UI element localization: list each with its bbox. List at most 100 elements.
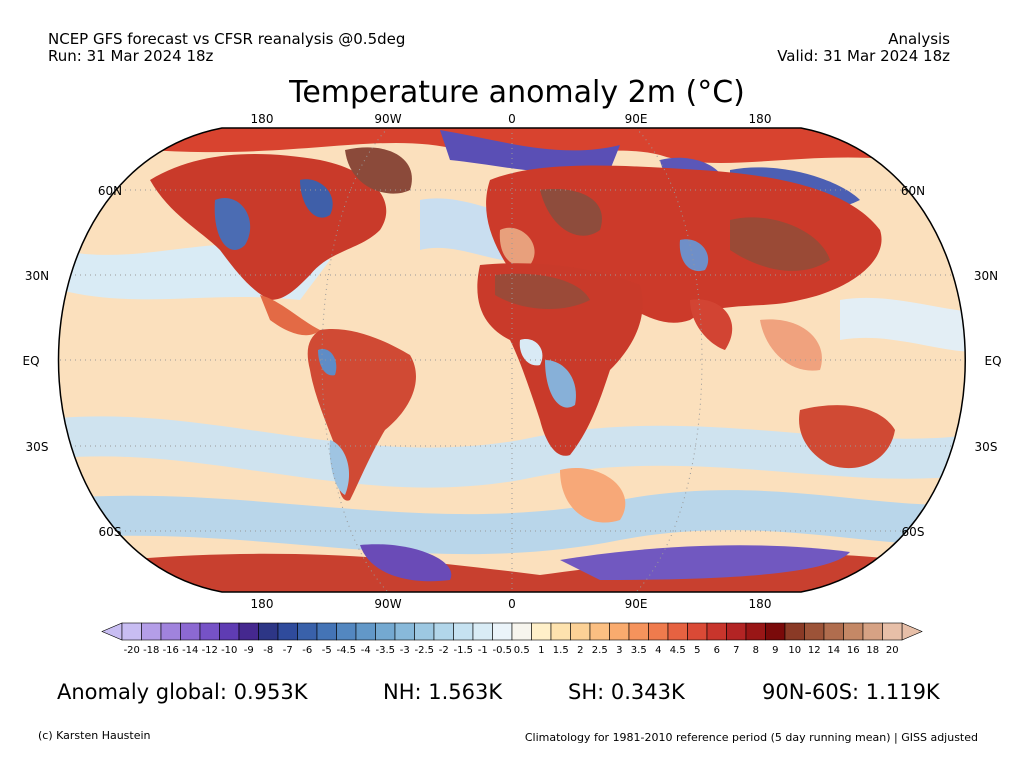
colorbar-swatch	[277, 622, 298, 641]
colorbar-tick-label: 14	[827, 645, 840, 656]
colorbar-tick-label: 16	[847, 645, 860, 656]
map-title: Temperature anomaly 2m (°C)	[289, 75, 745, 110]
colorbar-tick-label: -1	[478, 645, 488, 656]
copyright-label: (c) Karsten Haustein	[38, 729, 151, 742]
lon-label-180b-bottom: 180	[749, 597, 772, 611]
model-info-line1: NCEP GFS forecast vs CFSR reanalysis @0.…	[48, 30, 406, 48]
colorbar-tick-label: 6	[714, 645, 720, 656]
colorbar-swatch	[765, 622, 786, 641]
colorbar-tick-label: 4.5	[670, 645, 686, 656]
colorbar-tick-label: 1.5	[553, 645, 569, 656]
colorbar-swatch	[375, 622, 396, 641]
colorbar-swatch	[336, 622, 357, 641]
colorbar-swatch	[531, 622, 552, 641]
colorbar-swatch	[453, 622, 474, 641]
colorbar-tick-label: -5	[322, 645, 332, 656]
lat-label-eq-left: EQ	[22, 354, 39, 368]
lat-label-30n-left: 30N	[25, 269, 49, 283]
colorbar-tick-label: -0.5	[492, 645, 512, 656]
colorbar-swatch	[706, 622, 727, 641]
colorbar-tick-label: -2.5	[414, 645, 434, 656]
lat-label-30n-right: 30N	[974, 269, 998, 283]
colorbar-swatch	[394, 622, 415, 641]
lon-label-90e-top: 90E	[625, 112, 648, 126]
colorbar-arrow-right	[901, 622, 923, 641]
colorbar-swatch	[882, 622, 903, 641]
lon-label-90w-top: 90W	[374, 112, 401, 126]
lat-label-60s-right: 60S	[902, 525, 925, 539]
colorbar-swatch	[804, 622, 825, 641]
colorbar-tick-label: -20	[124, 645, 140, 656]
colorbar-swatch	[823, 622, 844, 641]
colorbar: -20 -18 -16 -14 -12 -10 -9 -8 -7 -6 -5 -4.5 -4 -3.5 -3…	[101, 622, 923, 656]
colorbar-tick-label: 5	[694, 645, 700, 656]
colorbar-swatch	[433, 622, 454, 641]
lon-label-180-top: 180	[251, 112, 274, 126]
colorbar-swatch	[219, 622, 240, 641]
colorbar-tick-label: 12	[808, 645, 821, 656]
run-time-label: Run: 31 Mar 2024 18z	[48, 47, 214, 65]
colorbar-tick-label: -8	[263, 645, 273, 656]
colorbar-swatch	[414, 622, 435, 641]
colorbar-tick-label: 20	[886, 645, 899, 656]
colorbar-tick-label: 2.5	[592, 645, 608, 656]
colorbar-swatch	[745, 622, 766, 641]
colorbar-swatch	[843, 622, 864, 641]
nh-stat: NH: 1.563K	[383, 680, 503, 704]
colorbar-swatch	[492, 622, 513, 641]
colorbar-tick-label: -9	[244, 645, 254, 656]
analysis-label: Analysis	[888, 30, 950, 48]
colorbar-swatch	[297, 622, 318, 641]
colorbar-tick-label: -4.5	[336, 645, 356, 656]
colorbar-swatch	[238, 622, 259, 641]
colorbar-tick-label: 7	[733, 645, 739, 656]
lat-label-60n-left: 60N	[98, 184, 122, 198]
colorbar-tick-label: -12	[202, 645, 218, 656]
colorbar-swatch	[570, 622, 591, 641]
colorbar-tick-label: 10	[788, 645, 801, 656]
lat-label-30s-left: 30S	[26, 440, 49, 454]
colorbar-tick-label: 18	[866, 645, 879, 656]
colorbar-swatch	[316, 622, 337, 641]
colorbar-tick-label: 9	[772, 645, 778, 656]
lon-label-0-top: 0	[508, 112, 516, 126]
lon-label-180-bottom: 180	[251, 597, 274, 611]
colorbar-tick-label: -14	[182, 645, 198, 656]
colorbar-swatch	[199, 622, 220, 641]
colorbar-swatch	[550, 622, 571, 641]
colorbar-tick-label: -6	[302, 645, 312, 656]
colorbar-swatch	[648, 622, 669, 641]
lat-label-eq-right: EQ	[984, 354, 1001, 368]
colorbar-swatch	[628, 622, 649, 641]
colorbar-swatch	[258, 622, 279, 641]
colorbar-swatch	[784, 622, 805, 641]
colorbar-tick-label: 1	[538, 645, 544, 656]
colorbar-tick-label: 4	[655, 645, 661, 656]
lat-label-60s-left: 60S	[99, 525, 122, 539]
colorbar-swatch	[141, 622, 162, 641]
colorbar-tick-label: 8	[753, 645, 759, 656]
colorbar-swatch	[180, 622, 201, 641]
colorbar-swatch	[862, 622, 883, 641]
colorbar-swatch	[160, 622, 181, 641]
lon-label-0-bottom: 0	[508, 597, 516, 611]
colorbar-swatch	[472, 622, 493, 641]
colorbar-tick-label: -10	[221, 645, 237, 656]
colorbar-swatch	[511, 622, 532, 641]
colorbar-swatch	[687, 622, 708, 641]
colorbar-tick-label: -2	[439, 645, 449, 656]
colorbar-tick-label: 3	[616, 645, 622, 656]
colorbar-swatch	[121, 622, 142, 641]
colorbar-tick-label: -18	[143, 645, 159, 656]
lat-label-30s-right: 30S	[975, 440, 998, 454]
colorbar-swatch	[609, 622, 630, 641]
colorbar-arrow-left	[101, 622, 123, 641]
valid-time-label: Valid: 31 Mar 2024 18z	[777, 47, 950, 65]
lon-label-90e-bottom: 90E	[625, 597, 648, 611]
colorbar-tick-label: 0.5	[514, 645, 530, 656]
colorbar-tick-label: -1.5	[453, 645, 473, 656]
colorbar-swatch	[667, 622, 688, 641]
arctic-stat: 90N-60S: 1.119K	[762, 680, 940, 704]
colorbar-tick-label: -4	[361, 645, 371, 656]
colorbar-tick-label: -3	[400, 645, 410, 656]
